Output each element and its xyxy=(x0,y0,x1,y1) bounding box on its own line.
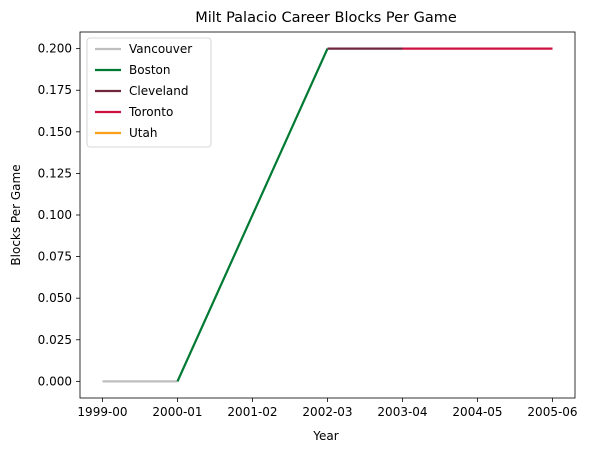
x-tick-label: 2000-01 xyxy=(152,405,202,419)
y-tick-label: 0.200 xyxy=(38,42,72,56)
x-tick-label: 1999-00 xyxy=(77,405,127,419)
x-tick-label: 2001-02 xyxy=(227,405,277,419)
y-tick-label: 0.075 xyxy=(38,250,72,264)
x-axis: 1999-00 2000-01 2001-02 2002-03 2003-04 2004-… xyxy=(77,398,578,419)
y-tick-label: 0.175 xyxy=(38,83,72,97)
legend-label: Utah xyxy=(129,126,157,140)
y-tick-label: 0.000 xyxy=(38,374,72,388)
x-axis-label: Year xyxy=(312,429,338,443)
y-tick-label: 0.025 xyxy=(38,333,72,347)
chart-title: Milt Palacio Career Blocks Per Game xyxy=(195,10,457,26)
x-tick-label: 2004-05 xyxy=(452,405,502,419)
x-tick-label: 2003-04 xyxy=(377,405,427,419)
legend: Vancouver Boston Cleveland Toronto Utah xyxy=(86,37,212,148)
y-axis-label: Blocks Per Game xyxy=(9,164,23,265)
series-line-boston xyxy=(176,48,329,382)
legend-label: Toronto xyxy=(128,105,173,119)
plot-area xyxy=(102,47,553,383)
y-axis: 0.000 0.025 0.050 0.075 0.100 0.125 0.150 0.175… xyxy=(38,42,80,388)
y-tick-label: 0.100 xyxy=(38,208,72,222)
legend-label: Cleveland xyxy=(129,84,189,98)
y-tick-label: 0.150 xyxy=(38,125,72,139)
legend-label: Vancouver xyxy=(129,42,192,56)
x-tick-label: 2002-03 xyxy=(302,405,352,419)
y-tick-label: 0.125 xyxy=(38,166,72,180)
x-tick-label: 2005-06 xyxy=(527,405,577,419)
legend-label: Boston xyxy=(129,63,170,77)
y-tick-label: 0.050 xyxy=(38,291,72,305)
legend-box xyxy=(86,37,212,148)
